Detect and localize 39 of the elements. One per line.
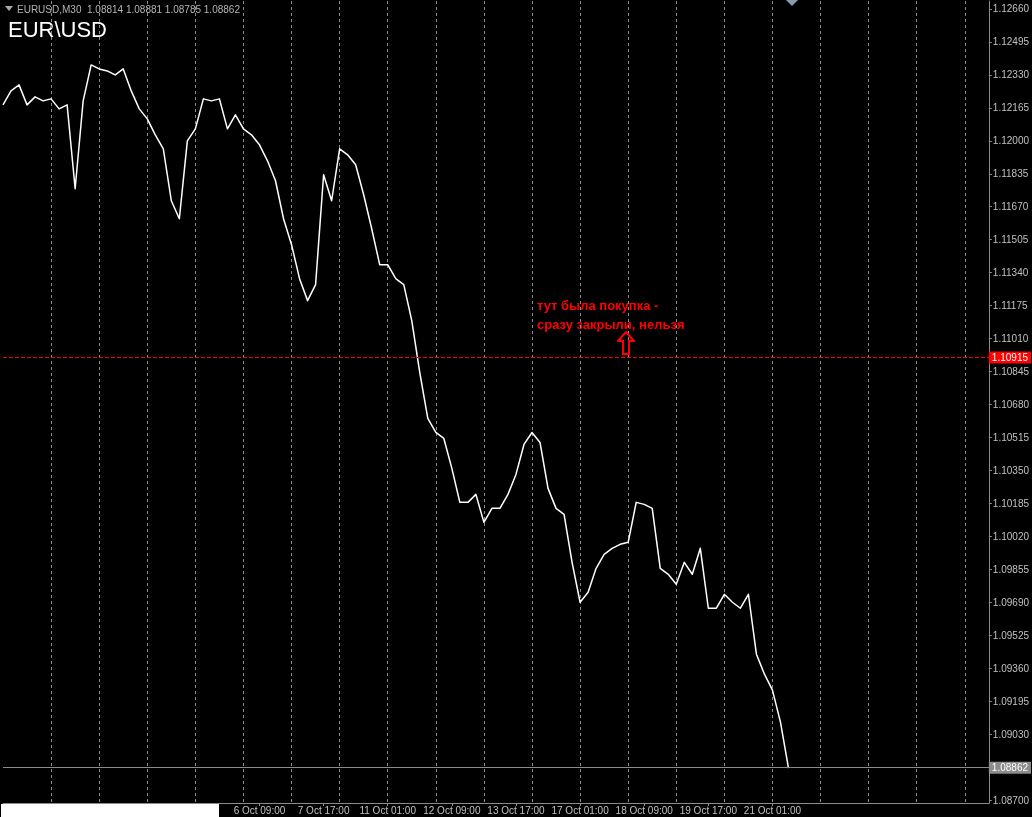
x-tick-label: 7 Oct 17:00 <box>297 804 350 816</box>
line-series <box>2 64 790 769</box>
ref-line-label: 1.10915 <box>991 352 1029 364</box>
y-tick-label: 1.12660 <box>992 3 1030 15</box>
x-tick-label: 11 Oct 01:00 <box>359 804 417 816</box>
y-tick-label: 1.10185 <box>992 497 1030 509</box>
y-tick-label: 1.10515 <box>992 431 1030 443</box>
y-tick-label: 1.09195 <box>992 695 1030 707</box>
y-tick-label: 1.08700 <box>992 794 1030 806</box>
x-tick-label: 19 Oct 17:00 <box>679 804 738 816</box>
x-tick-label: 17 Oct 01:00 <box>551 804 610 816</box>
y-tick-label: 1.11340 <box>992 267 1029 279</box>
y-tick-label: 1.10020 <box>992 530 1030 542</box>
y-tick-label: 1.12495 <box>992 36 1030 48</box>
x-tick-label: 12 Oct 09:00 <box>423 804 481 816</box>
y-tick-label: 1.12330 <box>992 69 1030 81</box>
y-tick-label: 1.09030 <box>992 728 1030 740</box>
y-tick-label: 1.10845 <box>992 366 1030 378</box>
y-tick-label: 1.09360 <box>992 662 1030 674</box>
x-tick-label: 13 Oct 17:00 <box>487 804 546 816</box>
x-tick-label: 21 Oct 01:00 <box>743 804 802 816</box>
ref-line-label: 1.08862 <box>991 762 1029 774</box>
y-tick-label: 1.10350 <box>992 464 1030 476</box>
y-tick-label: 1.11010 <box>992 333 1029 345</box>
x-tick-label: 18 Oct 09:00 <box>615 804 674 816</box>
y-tick-label: 1.11670 <box>992 201 1029 213</box>
y-tick-label: 1.09525 <box>992 629 1030 641</box>
y-tick-label: 1.10680 <box>992 399 1030 410</box>
y-tick-label: 1.11835 <box>992 168 1029 180</box>
annotation: тут была покупка - сразу закрыли, нельзя <box>537 298 685 332</box>
y-tick-label: 1.12165 <box>992 102 1030 114</box>
y-tick-label: 1.11505 <box>992 234 1029 246</box>
x-tick-label: 6 Oct 09:00 <box>233 804 286 816</box>
text: EUR\USD <box>8 16 108 42</box>
y-tick-label: 1.09690 <box>992 596 1030 608</box>
y-tick-label: 1.11175 <box>992 300 1028 312</box>
y-tick-label: 1.09855 <box>992 563 1030 575</box>
annotation: EURUSD,M30 1.08814 1.08881 1.08785 1.08862 <box>17 3 241 15</box>
y-tick-label: 1.12000 <box>992 135 1030 147</box>
